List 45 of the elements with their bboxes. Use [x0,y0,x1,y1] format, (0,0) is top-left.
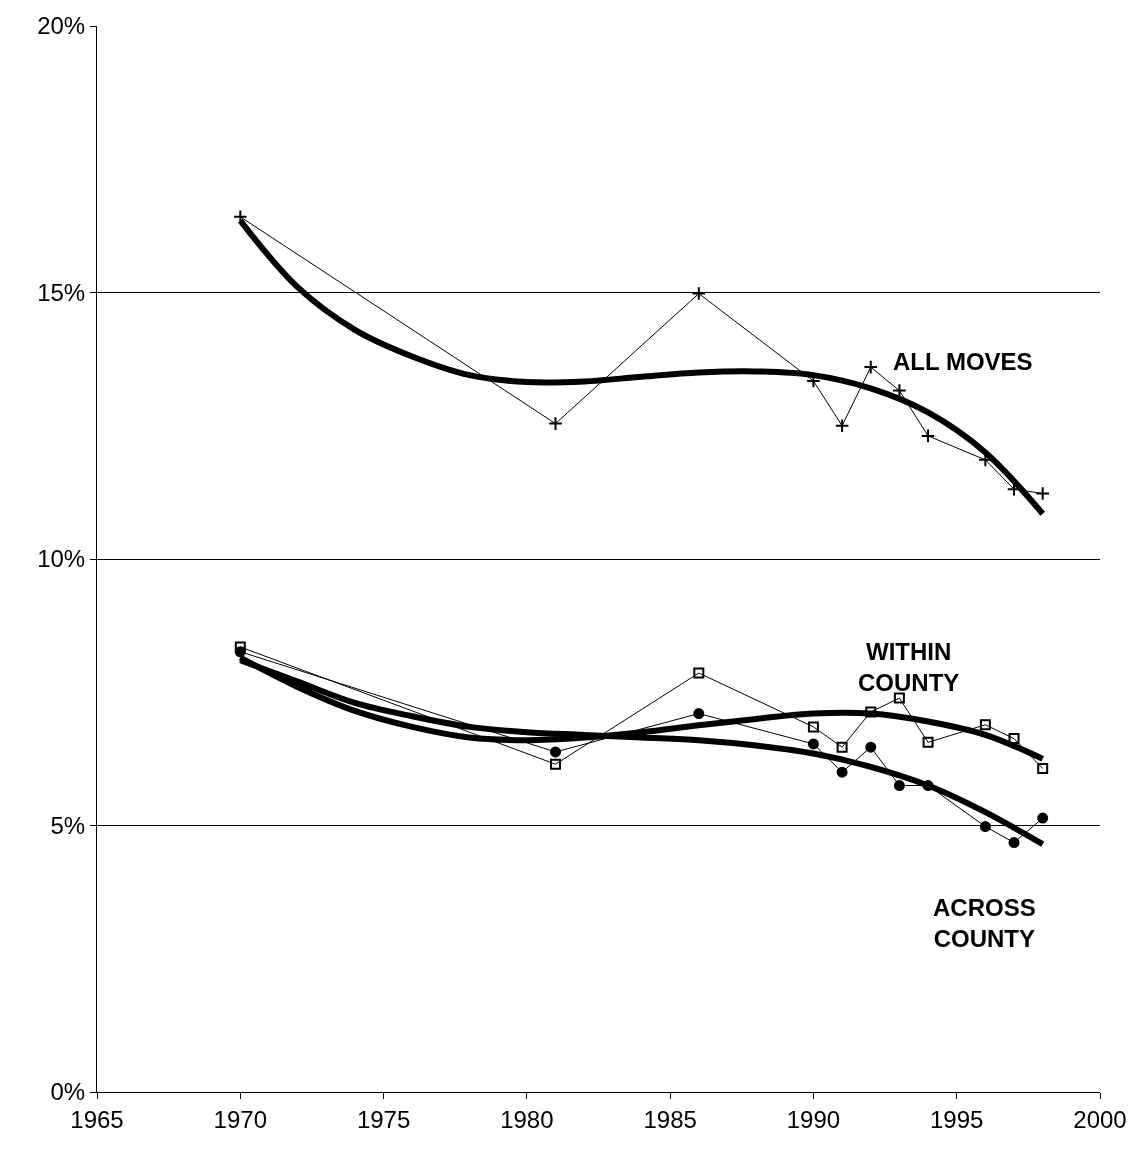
point [836,741,848,753]
point [922,736,934,748]
point [922,780,934,792]
series-label: WITHIN COUNTY [858,638,960,697]
x-tick-label: 2000 [1073,1105,1127,1133]
x-tick-label: 1965 [70,1105,124,1133]
point [548,416,563,431]
point [807,738,819,750]
y-tick-label: 0% [50,1078,86,1106]
point [920,428,936,444]
y-tick-label: 15% [37,278,86,306]
x-tick-label: 1985 [643,1105,697,1133]
x-tick-label: 1975 [356,1105,411,1133]
point [1037,762,1049,774]
x-tick-label: 1970 [213,1105,267,1133]
y-tick-label: 5% [50,811,86,839]
point [836,766,848,778]
point [863,359,879,375]
point [1037,812,1049,824]
point [865,706,877,718]
x-tick-label: 1995 [930,1105,984,1133]
point [1008,837,1020,849]
point [550,758,562,770]
point [893,692,905,704]
point [979,719,991,731]
x-tick-label: 1980 [500,1105,554,1133]
x-tick-label: 1990 [786,1105,841,1133]
point [691,286,707,301]
point [550,746,562,758]
y-tick-label: 10% [37,545,86,573]
point [807,721,819,733]
point [1035,486,1050,501]
point [234,641,246,653]
point [693,667,705,679]
point [865,741,877,753]
point [693,708,705,720]
point [1008,733,1020,745]
point [979,821,991,833]
text: ACROSS COUNTY [933,894,1036,953]
point [834,418,850,434]
series-label: ALL MOVES [893,348,1033,375]
point [892,383,907,398]
point [893,780,905,792]
y-tick-label: 20% [37,12,86,40]
point [234,646,246,658]
